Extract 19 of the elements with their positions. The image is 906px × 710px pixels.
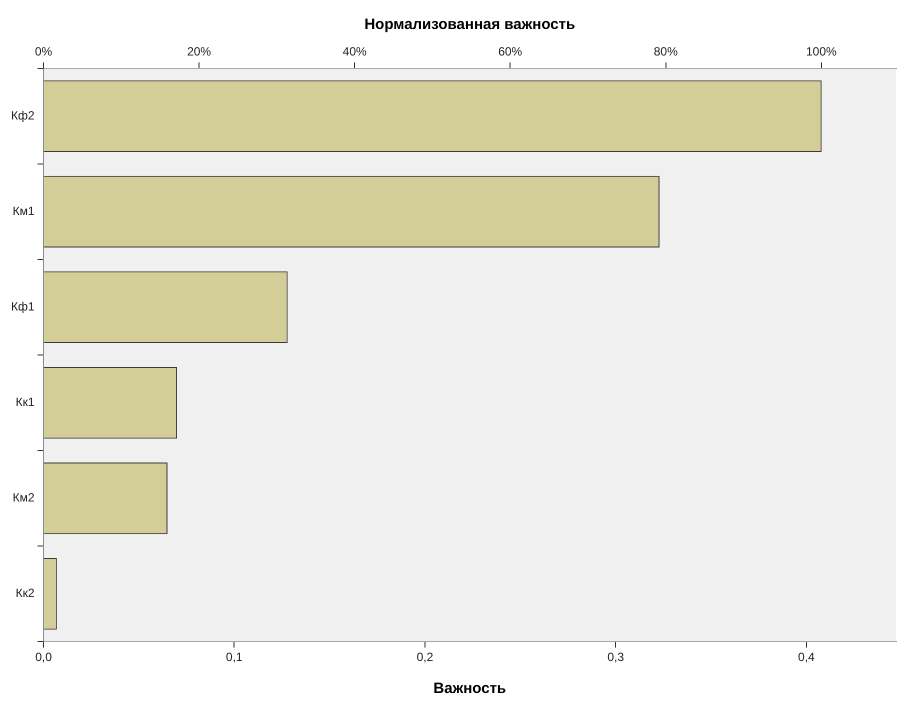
y-tick-label: Кк2 xyxy=(16,586,35,600)
x2-tick-label: 20% xyxy=(187,44,212,59)
x-tick-label: 0,2 xyxy=(416,650,434,664)
x2-tick-label: 60% xyxy=(498,44,523,59)
y-tick-label: Кф2 xyxy=(10,108,35,122)
x2-tick-label: 40% xyxy=(342,44,367,59)
y-tick-label: Кк1 xyxy=(16,395,35,410)
x2-axis-title: Нормализованная важность xyxy=(364,16,576,34)
y-tick-label: Км2 xyxy=(12,490,35,505)
x2-tick-label: 100% xyxy=(806,44,837,59)
x-tick-label: 0,3 xyxy=(607,650,624,664)
x-axis-title: Важность xyxy=(433,680,506,698)
x-tick-label: 0,0 xyxy=(35,650,52,664)
x-tick-label: 0,1 xyxy=(226,650,243,664)
y-tick-label: Кф1 xyxy=(10,300,35,314)
x2-tick-label: 80% xyxy=(654,44,678,59)
y-tick-label: Км1 xyxy=(12,204,35,218)
x-tick-label: 0,4 xyxy=(798,650,816,664)
x2-tick-label: 0% xyxy=(34,44,53,59)
